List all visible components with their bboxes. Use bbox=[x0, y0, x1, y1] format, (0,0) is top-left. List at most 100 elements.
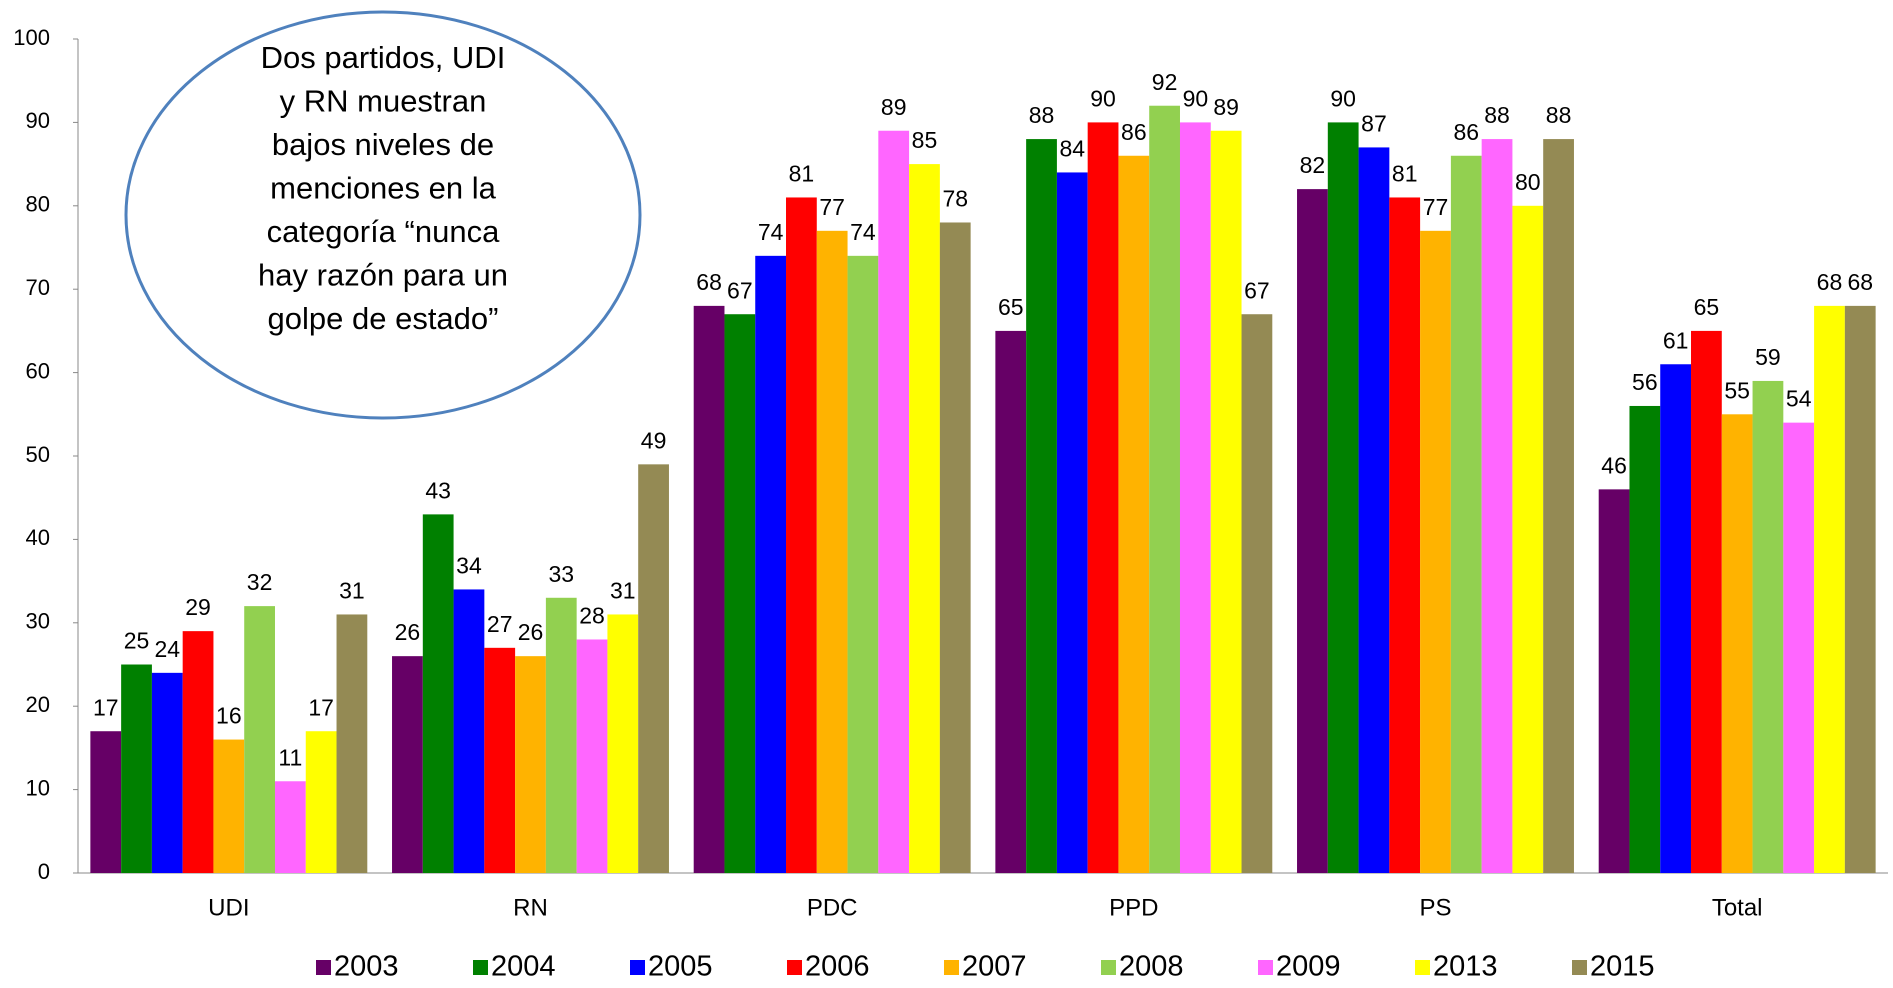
value-label: 34 bbox=[456, 553, 482, 579]
value-label: 86 bbox=[1121, 119, 1147, 145]
value-label: 68 bbox=[1817, 269, 1843, 295]
bar bbox=[422, 514, 454, 873]
annotation-text: y RN muestran bbox=[280, 84, 487, 119]
bar bbox=[1087, 122, 1119, 873]
value-label: 26 bbox=[395, 619, 421, 645]
bar bbox=[1844, 305, 1876, 873]
legend-label: 2005 bbox=[648, 951, 713, 983]
y-tick-label: 80 bbox=[26, 192, 50, 217]
bar bbox=[724, 314, 756, 874]
bar bbox=[939, 222, 971, 874]
bar bbox=[1629, 405, 1661, 873]
value-label: 27 bbox=[487, 611, 513, 637]
value-label: 77 bbox=[1423, 194, 1449, 220]
value-label: 28 bbox=[579, 603, 605, 629]
value-label: 55 bbox=[1724, 377, 1750, 403]
value-label: 68 bbox=[1847, 269, 1873, 295]
y-tick-label: 10 bbox=[26, 775, 50, 800]
bar bbox=[274, 781, 306, 873]
annotation-ellipse bbox=[124, 10, 642, 420]
x-tick-label: PDC bbox=[807, 894, 858, 921]
value-label: 92 bbox=[1152, 69, 1178, 95]
annotation-text: categoría “nunca bbox=[267, 214, 500, 249]
bar bbox=[1118, 155, 1150, 873]
value-label: 74 bbox=[850, 219, 876, 245]
bar bbox=[878, 130, 910, 874]
y-tick-label: 100 bbox=[13, 25, 50, 50]
bar bbox=[847, 255, 879, 874]
value-label: 88 bbox=[1029, 102, 1055, 128]
bar bbox=[213, 739, 245, 873]
value-label: 32 bbox=[247, 569, 273, 595]
value-label: 67 bbox=[1244, 277, 1270, 303]
bar bbox=[1721, 414, 1753, 873]
y-tick-label: 60 bbox=[26, 358, 50, 383]
bar bbox=[1543, 139, 1574, 873]
bar bbox=[995, 330, 1027, 873]
x-tick-label: PS bbox=[1419, 894, 1451, 921]
value-label: 67 bbox=[727, 277, 753, 303]
bar bbox=[638, 464, 669, 873]
value-label: 88 bbox=[1546, 102, 1572, 128]
y-tick-label: 0 bbox=[38, 859, 50, 884]
value-label: 56 bbox=[1632, 369, 1658, 395]
value-label: 54 bbox=[1786, 386, 1812, 412]
bar bbox=[1512, 205, 1544, 874]
legend-swatch bbox=[1258, 960, 1273, 975]
bar bbox=[453, 589, 485, 873]
value-label: 31 bbox=[339, 578, 365, 604]
value-label: 68 bbox=[696, 269, 722, 295]
bar bbox=[1450, 155, 1482, 873]
value-label: 85 bbox=[912, 127, 938, 153]
x-tick-label: Total bbox=[1712, 894, 1763, 921]
value-label: 59 bbox=[1755, 344, 1781, 370]
bar bbox=[786, 197, 817, 873]
bar bbox=[576, 639, 608, 873]
y-tick-label: 50 bbox=[26, 442, 50, 467]
legend-label: 2015 bbox=[1590, 951, 1655, 983]
legend-label: 2006 bbox=[805, 951, 870, 983]
value-label: 46 bbox=[1601, 452, 1627, 478]
value-label: 81 bbox=[1392, 161, 1418, 187]
x-tick-label: RN bbox=[513, 894, 548, 921]
bar bbox=[484, 647, 516, 873]
legend-swatch bbox=[787, 960, 802, 975]
value-label: 87 bbox=[1361, 110, 1387, 136]
value-label: 77 bbox=[819, 194, 845, 220]
bar bbox=[182, 631, 214, 873]
bar bbox=[1598, 489, 1630, 873]
value-label: 33 bbox=[548, 561, 574, 587]
annotation-text: golpe de estado” bbox=[268, 301, 499, 336]
legend-label: 2007 bbox=[962, 951, 1027, 983]
y-tick-label: 30 bbox=[26, 609, 50, 634]
legend-label: 2003 bbox=[334, 951, 399, 983]
bar bbox=[755, 255, 787, 874]
bar bbox=[1297, 189, 1328, 873]
value-label: 80 bbox=[1515, 169, 1541, 195]
legend-label: 2004 bbox=[491, 951, 556, 983]
bar bbox=[1481, 139, 1513, 873]
bar bbox=[1026, 139, 1057, 873]
bar bbox=[1179, 122, 1211, 873]
value-label: 61 bbox=[1663, 327, 1689, 353]
value-label: 65 bbox=[1694, 294, 1720, 320]
legend-swatch bbox=[630, 960, 645, 975]
value-label: 17 bbox=[308, 694, 334, 720]
bar bbox=[1149, 105, 1180, 874]
bar bbox=[1358, 147, 1390, 874]
value-label: 74 bbox=[758, 219, 784, 245]
bar bbox=[909, 164, 940, 874]
value-label: 90 bbox=[1330, 85, 1356, 111]
annotation-text: bajos niveles de bbox=[272, 127, 494, 162]
bar bbox=[1660, 364, 1692, 873]
value-label: 86 bbox=[1453, 119, 1479, 145]
bar bbox=[693, 305, 725, 873]
bar bbox=[1389, 197, 1421, 873]
y-tick-label: 70 bbox=[26, 275, 50, 300]
bar bbox=[1056, 172, 1088, 873]
legend-swatch bbox=[473, 960, 488, 975]
annotation-text: menciones en la bbox=[270, 171, 497, 206]
value-label: 11 bbox=[278, 744, 302, 770]
bar bbox=[515, 656, 546, 873]
value-label: 90 bbox=[1090, 85, 1116, 111]
